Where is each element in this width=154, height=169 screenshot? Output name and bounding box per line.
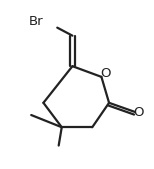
- Text: O: O: [100, 67, 110, 80]
- Text: O: O: [134, 106, 144, 119]
- Text: Br: Br: [29, 15, 44, 28]
